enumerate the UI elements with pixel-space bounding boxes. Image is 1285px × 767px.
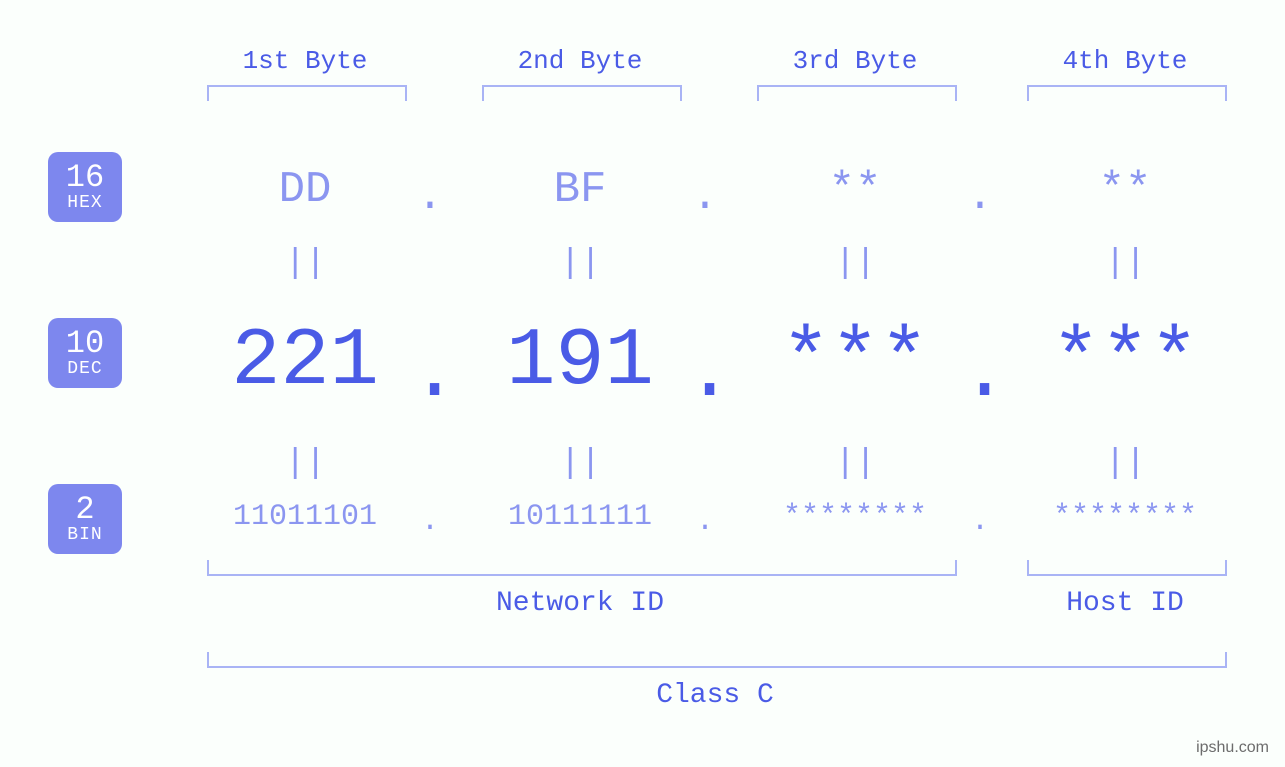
equals-decbin-3: || <box>835 445 875 483</box>
equals-hexdec-2: || <box>560 245 600 283</box>
hex-dot-1: . <box>410 172 450 222</box>
hex-byte-1: DD <box>205 165 405 215</box>
byte-header-1: 1st Byte <box>205 46 405 76</box>
network-id-bracket <box>207 560 957 576</box>
class-bracket <box>207 652 1227 668</box>
base-badge-dec: 10DEC <box>48 318 122 388</box>
byte-bracket-top-3 <box>757 85 957 101</box>
equals-decbin-4: || <box>1105 445 1145 483</box>
base-badge-num: 2 <box>48 493 122 527</box>
equals-decbin-1: || <box>285 445 325 483</box>
bin-dot-1: . <box>410 505 450 539</box>
bin-dot-2: . <box>685 505 725 539</box>
hex-dot-2: . <box>685 172 725 222</box>
byte-bracket-top-1 <box>207 85 407 101</box>
dec-byte-1: 221 <box>205 315 405 408</box>
base-badge-label: DEC <box>48 360 122 379</box>
equals-decbin-2: || <box>560 445 600 483</box>
dec-byte-2: 191 <box>480 315 680 408</box>
byte-header-2: 2nd Byte <box>480 46 680 76</box>
hex-dot-3: . <box>960 172 1000 222</box>
equals-hexdec-4: || <box>1105 245 1145 283</box>
bin-byte-1: 11011101 <box>205 500 405 534</box>
bin-byte-2: 10111111 <box>480 500 680 534</box>
base-badge-hex: 16HEX <box>48 152 122 222</box>
byte-header-3: 3rd Byte <box>755 46 955 76</box>
dec-dot-3: . <box>960 327 1000 420</box>
dec-byte-4: *** <box>1025 315 1225 408</box>
host-id-label: Host ID <box>1027 588 1223 619</box>
base-badge-label: HEX <box>48 194 122 213</box>
dec-byte-3: *** <box>755 315 955 408</box>
network-id-label: Network ID <box>207 588 953 619</box>
hex-byte-3: ** <box>755 165 955 215</box>
equals-hexdec-3: || <box>835 245 875 283</box>
base-badge-bin: 2BIN <box>48 484 122 554</box>
byte-bracket-top-4 <box>1027 85 1227 101</box>
dec-dot-1: . <box>410 327 450 420</box>
hex-byte-2: BF <box>480 165 680 215</box>
dec-dot-2: . <box>685 327 725 420</box>
bin-dot-3: . <box>960 505 1000 539</box>
class-label: Class C <box>207 680 1223 711</box>
bin-byte-3: ******** <box>755 500 955 534</box>
base-badge-num: 10 <box>48 327 122 361</box>
hex-byte-4: ** <box>1025 165 1225 215</box>
bin-byte-4: ******** <box>1025 500 1225 534</box>
byte-bracket-top-2 <box>482 85 682 101</box>
host-id-bracket <box>1027 560 1227 576</box>
byte-header-4: 4th Byte <box>1025 46 1225 76</box>
equals-hexdec-1: || <box>285 245 325 283</box>
watermark: ipshu.com <box>1196 739 1269 757</box>
base-badge-num: 16 <box>48 161 122 195</box>
base-badge-label: BIN <box>48 526 122 545</box>
